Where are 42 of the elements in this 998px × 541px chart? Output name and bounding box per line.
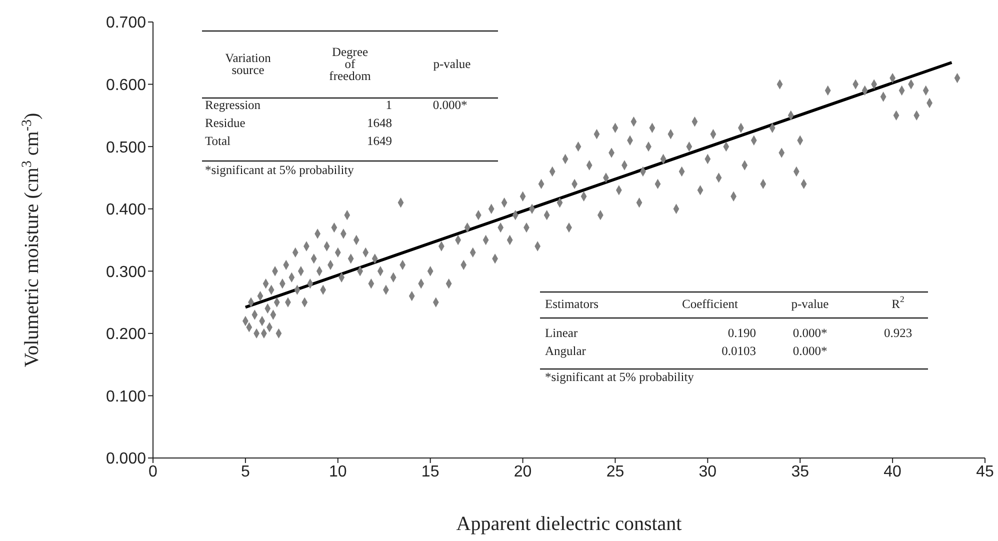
annotation: Residue: [205, 116, 246, 130]
y-tick-label: 0.300: [106, 264, 146, 281]
annotation: 0.923: [884, 326, 912, 340]
annotation: *significant at 5% probability: [205, 162, 355, 177]
annotation: 0.190: [728, 326, 756, 340]
x-tick-label: 5: [240, 463, 250, 480]
annotation: *significant at 5% probability: [545, 370, 695, 384]
annotation: Regression: [205, 98, 262, 112]
y-tick-label: 0.400: [106, 202, 146, 219]
x-tick-label: 25: [606, 463, 624, 480]
annotation: Linear: [545, 326, 578, 340]
x-tick-label: 0: [148, 463, 158, 480]
y-tick-label: 0.200: [106, 326, 146, 344]
x-axis-title: Apparent dielectric constant: [456, 513, 682, 535]
annotation: p-value: [791, 296, 830, 311]
annotation: p-value: [433, 56, 472, 71]
annotation: 1648: [367, 116, 392, 130]
annotation: Estimators: [545, 296, 599, 311]
x-tick-label: 20: [514, 463, 532, 480]
x-tick-label: 40: [884, 463, 902, 480]
annotation: 0.000*: [792, 326, 828, 340]
y-tick-label: 0.100: [106, 388, 146, 406]
annotation: 0.000*: [792, 344, 828, 358]
x-tick-label: 35: [791, 463, 810, 480]
y-tick-label: 0.500: [106, 139, 146, 156]
x-tick-label: 45: [976, 463, 994, 480]
annotation: 0.0103: [722, 344, 756, 358]
annotation: Degree of freedom: [329, 44, 372, 83]
y-tick-label: 0.600: [106, 76, 146, 94]
annotation: 1649: [367, 134, 392, 148]
annotation: Total: [205, 134, 232, 148]
annotation: Angular: [545, 344, 587, 358]
annotation: 1: [386, 98, 392, 112]
y-tick-label: 0.000: [106, 450, 146, 468]
x-tick-label: 30: [698, 463, 717, 480]
annotation: Variation source: [225, 50, 272, 77]
annotation: 0.000*: [432, 98, 468, 112]
annotation: R$^{2}$: [892, 294, 904, 311]
x-tick-label: 10: [328, 463, 347, 480]
x-tick-label: 15: [421, 463, 440, 480]
y-tick-label: 0.700: [106, 14, 146, 32]
annotation: Coefficient: [682, 296, 739, 311]
